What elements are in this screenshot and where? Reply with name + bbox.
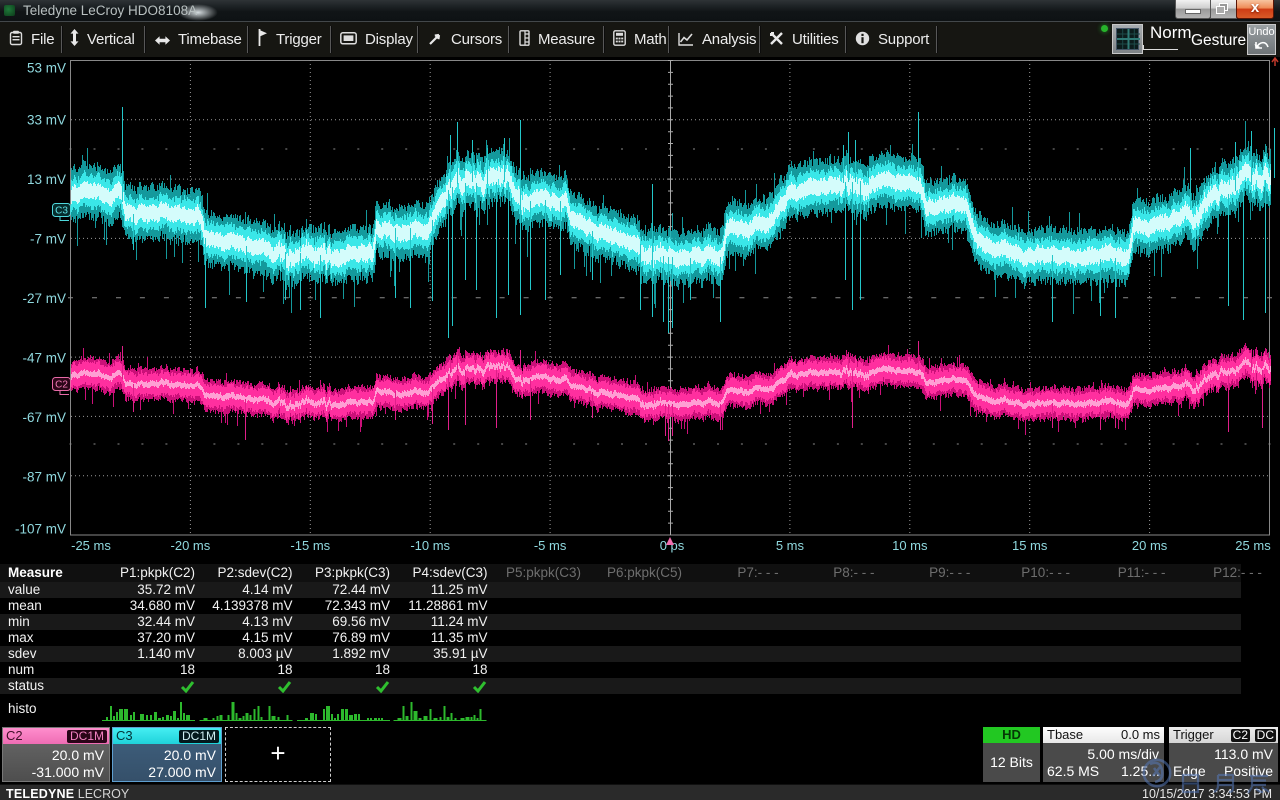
svg-text:10 ms: 10 ms <box>892 538 928 553</box>
svg-text:-20 ms: -20 ms <box>171 538 211 553</box>
svg-text:-10 ms: -10 ms <box>410 538 450 553</box>
svg-text:-7 mV: -7 mV <box>30 232 66 247</box>
svg-text:13 mV: 13 mV <box>27 172 66 187</box>
svg-text:C2: C2 <box>55 380 68 391</box>
svg-text:5 ms: 5 ms <box>776 538 805 553</box>
svg-text:-5 ms: -5 ms <box>534 538 567 553</box>
svg-text:33 mV: 33 mV <box>27 113 66 128</box>
svg-text:25 ms: 25 ms <box>1235 538 1271 553</box>
svg-text:20 ms: 20 ms <box>1132 538 1168 553</box>
svg-text:-47 mV: -47 mV <box>22 351 66 366</box>
svg-text:C3: C3 <box>55 206 68 217</box>
svg-text:-15 ms: -15 ms <box>290 538 330 553</box>
svg-text:-27 mV: -27 mV <box>22 291 66 306</box>
svg-text:-87 mV: -87 mV <box>22 470 66 485</box>
svg-text:53 mV: 53 mV <box>27 61 66 76</box>
svg-text:-67 mV: -67 mV <box>22 410 66 425</box>
svg-text:-25 ms: -25 ms <box>71 538 111 553</box>
svg-text:-107 mV: -107 mV <box>15 522 66 537</box>
svg-text:15 ms: 15 ms <box>1012 538 1048 553</box>
svg-text:0 ps: 0 ps <box>660 538 685 553</box>
